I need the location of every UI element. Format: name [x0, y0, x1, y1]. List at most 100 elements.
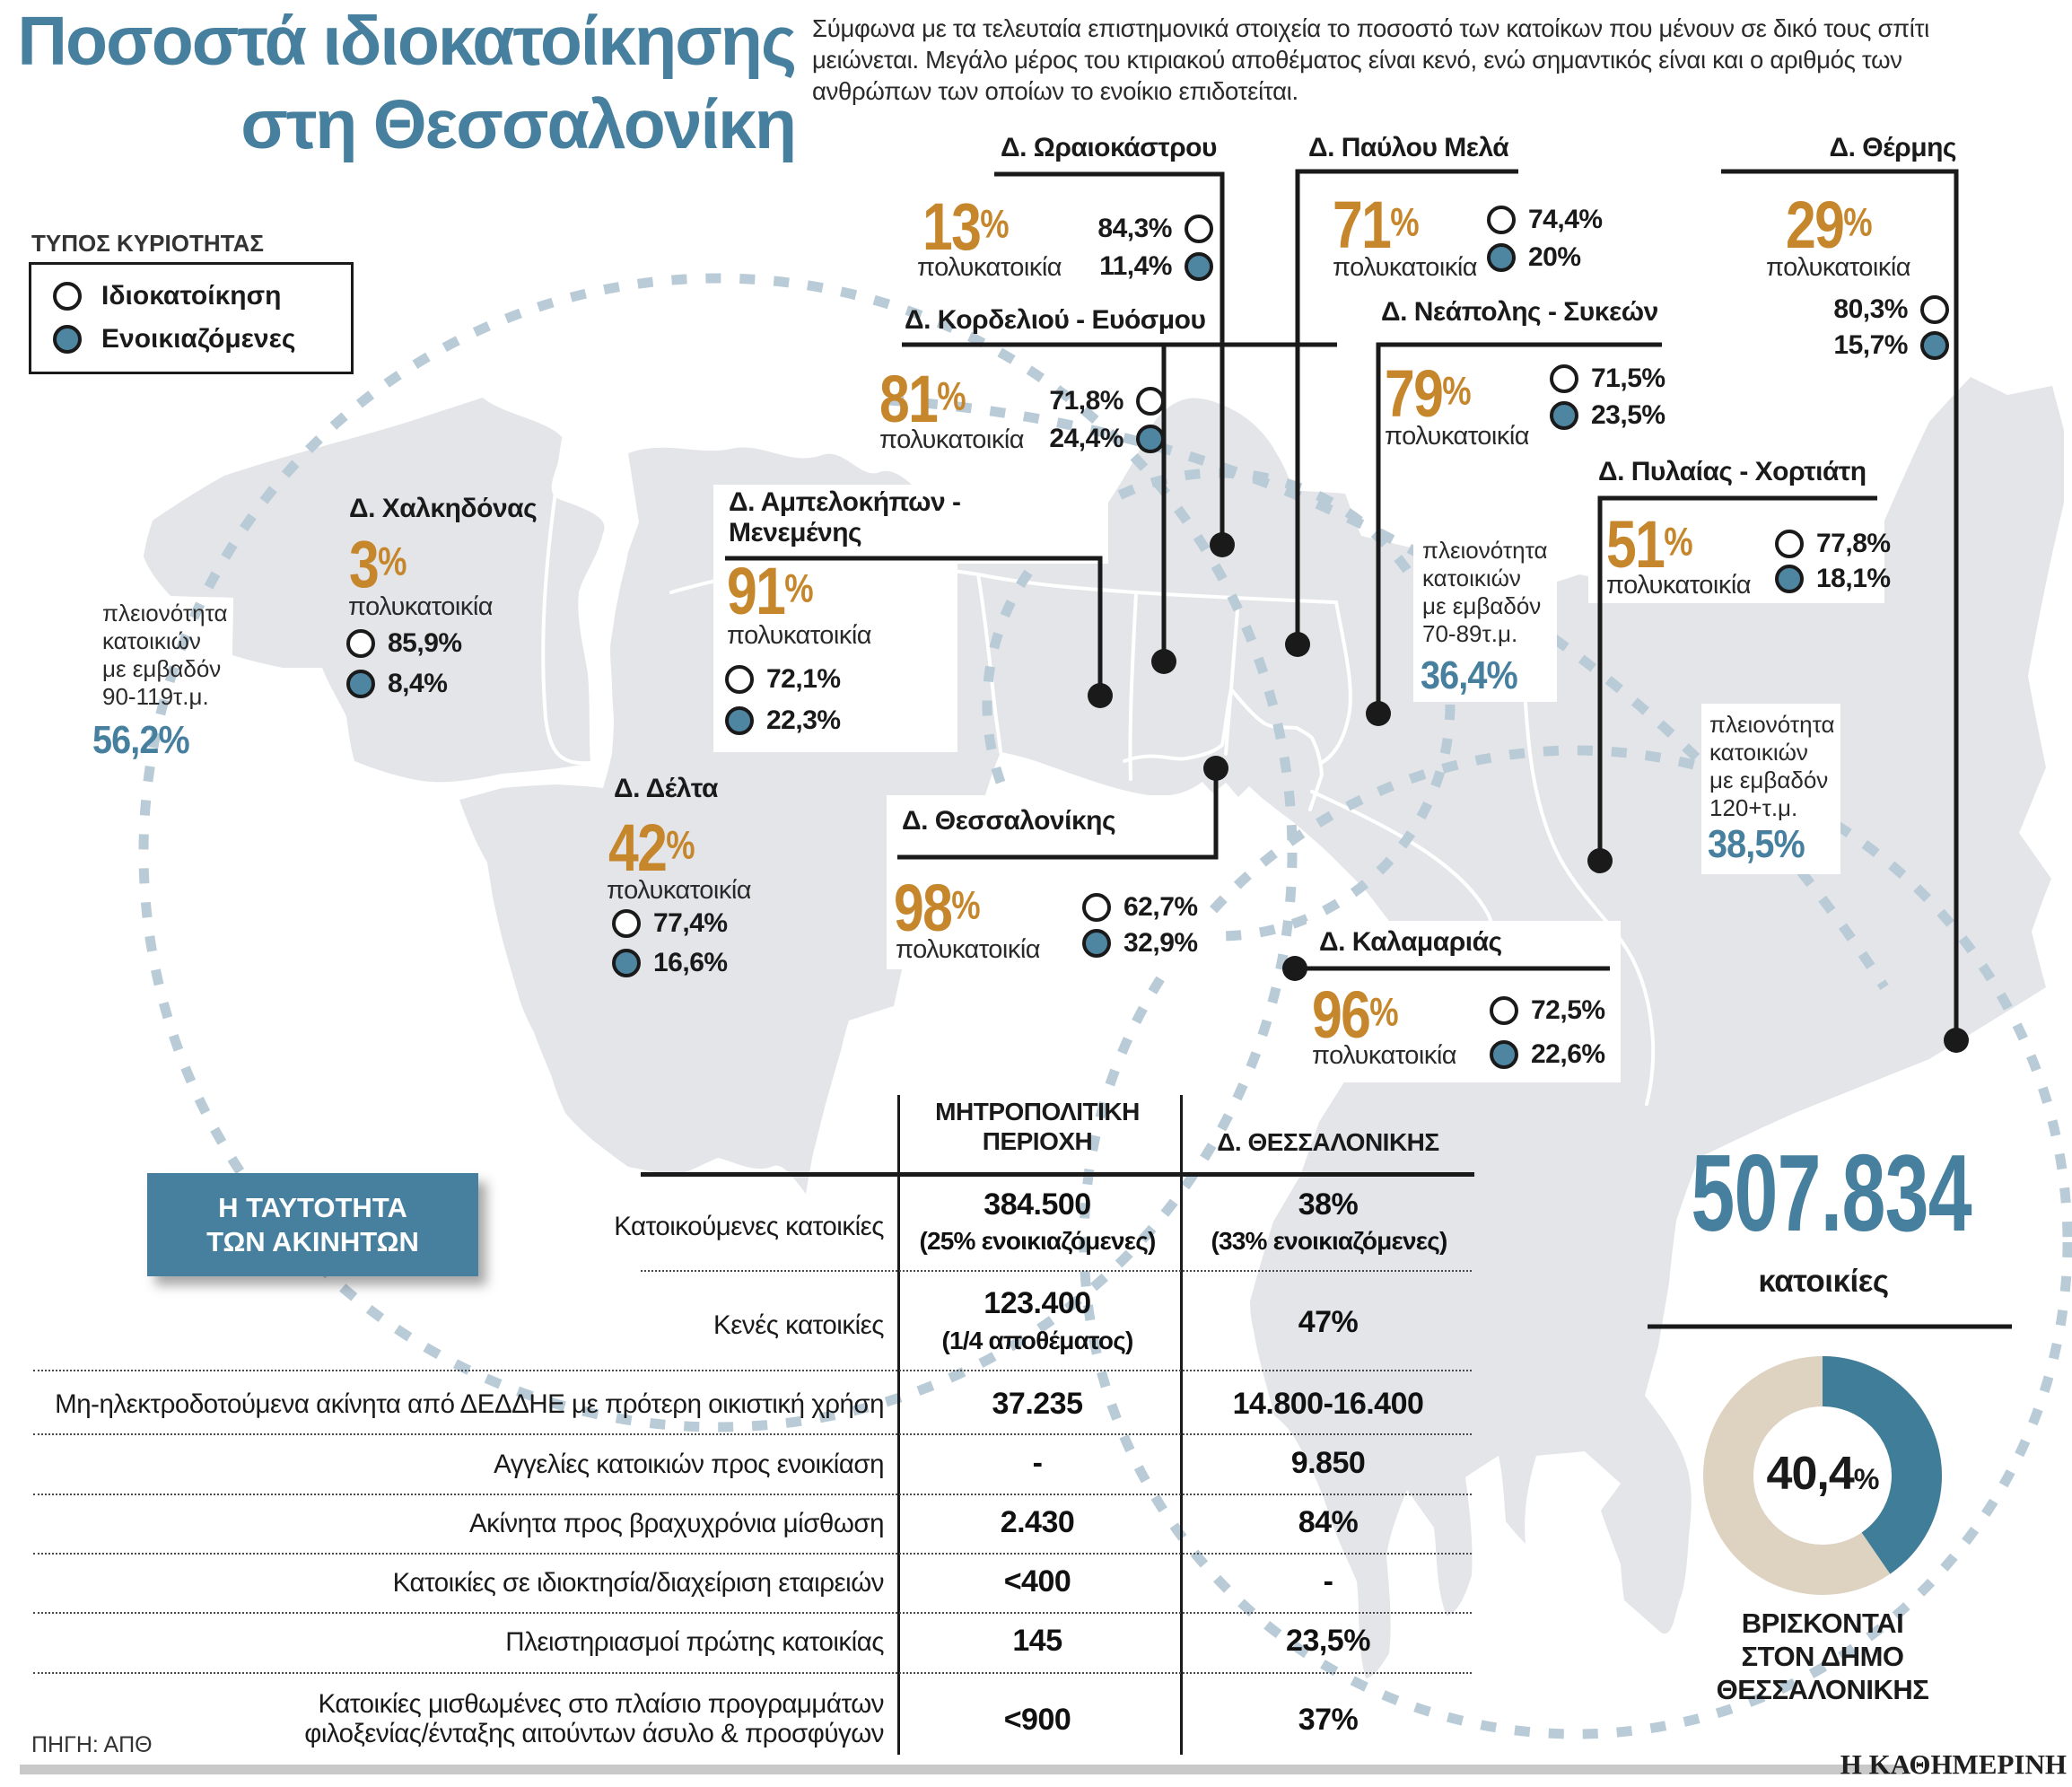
rented-circle-icon: [1920, 331, 1949, 360]
owner-circle-icon: [1775, 530, 1804, 558]
donut-pct-number: 40,4: [1766, 1448, 1855, 1500]
table-row-separator: [33, 1553, 1472, 1555]
table-cell-metro: 145: [1012, 1624, 1062, 1658]
note-line: πλειονότητα: [1422, 537, 1548, 564]
label-plates: [713, 452, 1884, 1082]
table-cell-metro: 384.500: [984, 1187, 1091, 1222]
total-dwellings-unit: κατοικίες: [1758, 1264, 1889, 1299]
table-vline-2: [1180, 1095, 1183, 1755]
table-cell-city: 14.800-16.400: [1232, 1387, 1424, 1421]
rented-circle-icon: [1136, 425, 1165, 453]
municipality-name-line1: Δ. Αμπελοκήπων -: [729, 487, 961, 517]
table-row-label-line2: φιλοξενίας/ένταξης αιτούντων άσυλο & προ…: [304, 1719, 884, 1748]
municipality-name: Δ. Καλαμαριάς: [1319, 927, 1502, 957]
owner-circle-icon: [346, 629, 375, 658]
donut-caption-line3: ΘΕΣΣΑΛΟΝΙΚΗΣ: [1716, 1674, 1929, 1705]
dot-pavlou-mela: [1285, 632, 1310, 657]
rented-share-row: 20%: [1487, 242, 1581, 273]
rented-circle-icon: [1082, 929, 1111, 958]
table-row-label: Κατοικούμενες κατοικίες: [614, 1212, 884, 1241]
rented-share-value: 11,4%: [1099, 251, 1172, 281]
municipality-name: Δ. Κορδελιού - Ευόσμου: [905, 305, 1206, 335]
rented-share-value: 22,6%: [1531, 1039, 1605, 1069]
owner-share-value: 62,7%: [1123, 892, 1198, 922]
owner-share-row: 72,5%: [1490, 995, 1605, 1026]
donut-center-value: 40,4%: [1733, 1447, 1912, 1501]
table-row-label: Κενές κατοικίες: [713, 1310, 884, 1340]
apartment-share-value: 79: [1385, 356, 1444, 431]
table-cell-city: 38%: [1298, 1187, 1359, 1222]
rented-share-value: 24,4%: [1049, 424, 1123, 453]
apartment-share: 71%: [1333, 192, 1420, 258]
dashed-circle-southeast: [1079, 745, 2072, 1739]
municipality-name: Δ. Νεάπολης - Συκεών: [1381, 297, 1658, 327]
note-line: 120+τ.μ.: [1709, 794, 1798, 821]
municipality-name-line2: Μενεμένης: [729, 518, 862, 547]
dashed-arc-northeast: [887, 395, 1889, 990]
rented-circle-icon: [1490, 1040, 1518, 1069]
apartment-share-value: 3: [349, 527, 380, 601]
page-title: Ποσοστά ιδιοκατοίκησης στη Θεσσαλονίκη: [16, 0, 797, 167]
apartment-share-value: 13: [922, 189, 982, 264]
note-line: με εμβαδόν: [102, 655, 222, 682]
col1-header-line2: ΠΕΡΙΟΧΗ: [982, 1127, 1093, 1155]
donut-caption-line2: ΣΤΟΝ ΔΗΜΟ: [1741, 1641, 1904, 1672]
col1-header-line1: ΜΗΤΡΟΠΟΛΙΤΙΚΗ: [935, 1098, 1140, 1126]
owner-circle-icon: [725, 665, 754, 694]
rented-share-value: 8,4%: [388, 669, 448, 698]
percent-sign: %: [1843, 200, 1873, 245]
area-note-text: πλειονότητα κατοικιών με εμβαδόν 90-119τ…: [102, 600, 228, 711]
apartment-share-value: 51: [1606, 507, 1665, 582]
municipality-name: Δ. Δέλτα: [614, 774, 718, 803]
owner-circle-icon: [612, 909, 641, 938]
dot-neapolis: [1366, 701, 1391, 726]
table-cell-metro: 37.235: [992, 1387, 1084, 1421]
callout-line-oraiokastrou: [994, 171, 1225, 545]
rented-share-value: 32,9%: [1123, 928, 1198, 958]
dot-kordeliou: [1151, 649, 1176, 674]
callout-line-pavlou-mela: [1295, 169, 1518, 644]
percent-sign: %: [1853, 1463, 1880, 1495]
owner-share-value: 71,5%: [1591, 364, 1665, 393]
percent-sign: %: [378, 539, 407, 584]
apartment-share: 81%: [879, 366, 966, 433]
owner-share-value: 77,8%: [1816, 529, 1891, 558]
table-title-line2: ΤΩΝ ΑΚΙΝΗΤΩΝ: [206, 1225, 419, 1257]
owner-circle-icon: [1487, 206, 1516, 234]
table-row-separator: [33, 1494, 1472, 1495]
rented-circle-icon: [612, 949, 641, 977]
apartment-share: 79%: [1385, 361, 1472, 427]
table-col2-header: Δ. ΘΕΣΣΑΛΟΝΙΚΗΣ: [1217, 1128, 1439, 1156]
municipality-name: Δ. Θέρμης: [1829, 133, 1957, 162]
apartment-share: 42%: [608, 815, 695, 881]
table-cell-metro: 123.400: [984, 1286, 1091, 1320]
apartment-share: 29%: [1786, 192, 1873, 258]
note-line: κατοικιών: [1422, 565, 1521, 591]
owner-circle-icon: [1550, 364, 1578, 393]
municipality-name: Δ. Αμπελοκήπων - Μενεμένης: [729, 487, 961, 548]
table-header-rule: [641, 1172, 1474, 1177]
area-note-value: 36,4%: [1421, 653, 1518, 697]
apartment-share-label: πολυκατοικία: [1333, 253, 1478, 282]
dot-thessalonikis: [1203, 756, 1228, 781]
apartment-share-value: 81: [879, 362, 939, 436]
rented-share-row: 24,4%: [1012, 424, 1165, 454]
note-line: πλειονότητα: [102, 600, 228, 626]
table-vline-1: [897, 1095, 900, 1755]
rented-share-row: 23,5%: [1550, 400, 1665, 431]
rented-circle-icon: [346, 670, 375, 698]
owner-share-row: 77,8%: [1775, 529, 1891, 559]
rented-circle-icon: [53, 325, 82, 354]
owner-share-value: 72,1%: [766, 664, 841, 694]
percent-sign: %: [1442, 369, 1472, 414]
table-cell-city: 84%: [1298, 1505, 1359, 1539]
legend-box: Ιδιοκατοίκηση Ενοικιαζόμενες: [29, 262, 354, 374]
table-title-line1: Η ΤΑΥΤΟΤΗΤΑ: [218, 1191, 407, 1223]
apartment-share: 98%: [894, 875, 981, 942]
donut-caption: ΒΡΙΣΚΟΝΤΑΙ ΣΤΟΝ ΔΗΜΟ ΘΕΣΣΑΛΟΝΙΚΗΣ: [1692, 1607, 1953, 1706]
legend-item-owner: Ιδιοκατοίκηση: [53, 281, 281, 311]
table-cell-metro: <400: [1003, 1564, 1071, 1599]
rented-circle-icon: [1550, 401, 1578, 430]
rented-share-value: 18,1%: [1816, 564, 1891, 593]
